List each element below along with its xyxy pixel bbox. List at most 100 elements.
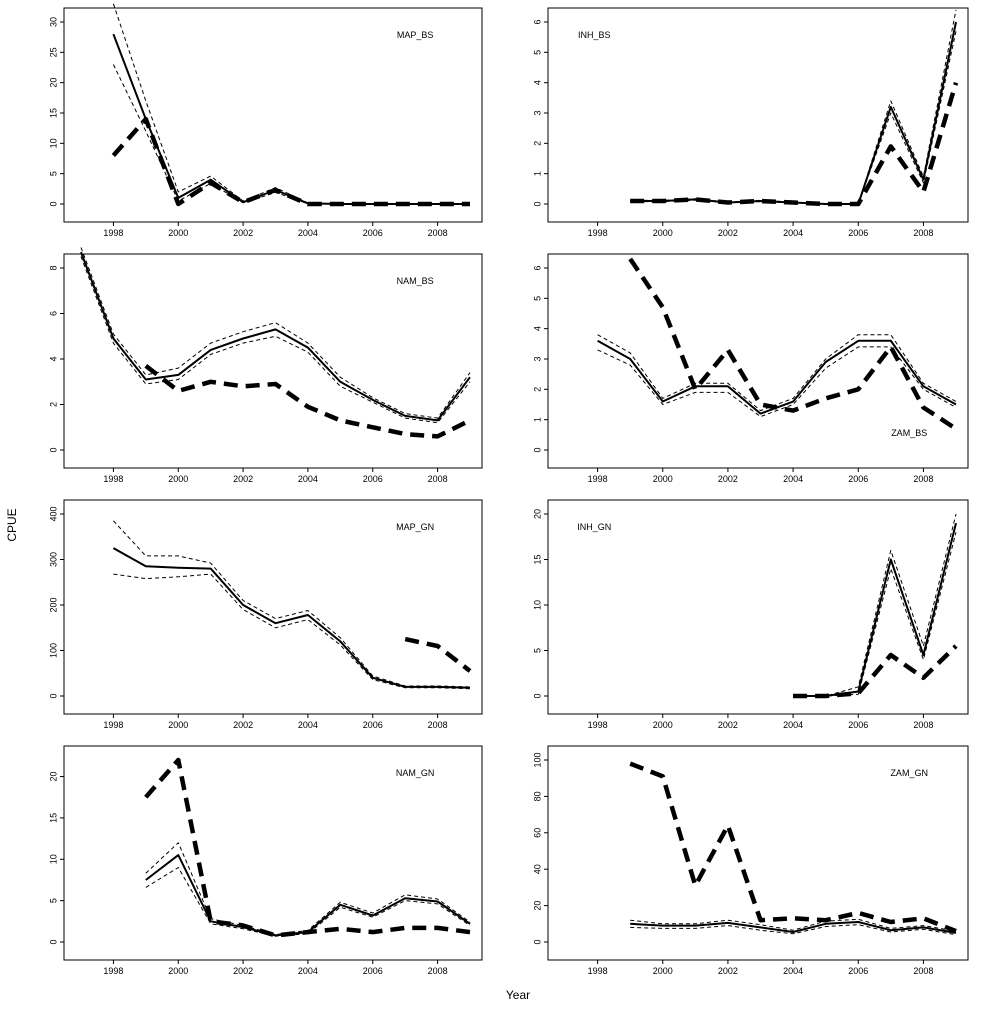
y-tick-label: 3 bbox=[532, 110, 542, 115]
x-tick-label: 2006 bbox=[363, 228, 383, 238]
x-tick-label: 2004 bbox=[298, 720, 318, 730]
y-tick-label: 6 bbox=[48, 311, 58, 316]
x-tick-label: 2008 bbox=[428, 474, 448, 484]
panel-frame bbox=[547, 499, 969, 715]
x-tick-label: 2002 bbox=[718, 966, 738, 976]
x-tick-label: 2002 bbox=[233, 720, 253, 730]
series-line-dashed-thin bbox=[145, 867, 471, 937]
x-tick-label: 2006 bbox=[848, 966, 868, 976]
x-tick-label: 2002 bbox=[718, 474, 738, 484]
x-tick-label: 2004 bbox=[298, 228, 318, 238]
y-tick-label: 10 bbox=[48, 138, 58, 148]
panel-label: MAP_GN bbox=[396, 522, 434, 532]
y-tick-label: 5 bbox=[532, 50, 542, 55]
y-tick-label: 6 bbox=[532, 265, 542, 270]
x-tick-label: 2002 bbox=[718, 228, 738, 238]
x-tick-label: 2008 bbox=[913, 228, 933, 238]
y-tick-label: 100 bbox=[532, 752, 542, 767]
series-line-solid bbox=[630, 21, 957, 205]
x-tick-label: 2006 bbox=[363, 966, 383, 976]
panel-label: ZAM_BS bbox=[891, 428, 927, 438]
y-tick-label: 15 bbox=[48, 813, 58, 823]
series-line-dashed-thin bbox=[112, 3, 470, 205]
y-tick-label: 0 bbox=[48, 939, 58, 944]
y-tick-label: 0 bbox=[532, 447, 542, 452]
x-tick-label: 2002 bbox=[233, 474, 253, 484]
y-tick-label: 400 bbox=[48, 506, 58, 521]
x-tick-label: 2008 bbox=[913, 720, 933, 730]
series-line-dashed-thin bbox=[113, 520, 471, 688]
x-tick-label: 2008 bbox=[913, 966, 933, 976]
series-line-dashed-thin bbox=[630, 9, 957, 205]
panel-zam-bs: 1998 2000 2002 2004 2006 2008 0 1 2 3 4 5 6 ZAM_BS bbox=[532, 253, 969, 484]
series-line-dashed-thick bbox=[111, 116, 470, 207]
x-tick-label: 1998 bbox=[103, 228, 123, 238]
y-tick-label: 80 bbox=[532, 791, 542, 801]
series-line-dashed-thick bbox=[144, 364, 471, 439]
panel-frame bbox=[547, 7, 969, 223]
x-tick-label: 2004 bbox=[783, 228, 803, 238]
y-tick-label: 15 bbox=[48, 108, 58, 118]
x-tick-label: 2004 bbox=[783, 474, 803, 484]
panel-label: ZAM_GN bbox=[890, 768, 928, 778]
y-tick-label: 0 bbox=[48, 693, 58, 698]
panel-label: NAM_GN bbox=[396, 768, 435, 778]
x-tick-label: 2000 bbox=[168, 474, 188, 484]
y-tick-label: 3 bbox=[532, 356, 542, 361]
x-tick-label: 2000 bbox=[653, 474, 673, 484]
x-tick-label: 2008 bbox=[428, 966, 448, 976]
y-tick-label: 0 bbox=[48, 447, 58, 452]
series-line-dashed-thin bbox=[630, 30, 957, 205]
y-tick-label: 25 bbox=[48, 47, 58, 57]
x-tick-label: 1998 bbox=[103, 474, 123, 484]
series-line-dashed-thin bbox=[113, 573, 471, 690]
y-tick-label: 15 bbox=[532, 554, 542, 564]
y-tick-label: 2 bbox=[532, 387, 542, 392]
y-tick-label: 4 bbox=[48, 356, 58, 361]
x-tick-label: 1998 bbox=[103, 966, 123, 976]
panel-frame bbox=[63, 253, 483, 469]
x-tick-label: 2006 bbox=[848, 228, 868, 238]
panel-map-bs: 1998 2000 2002 2004 2006 2008 0 5 10 15 20 25 30 MAP_… bbox=[48, 3, 483, 238]
series-line-dashed-thick bbox=[630, 82, 959, 207]
series-line-solid bbox=[630, 921, 957, 934]
y-tick-label: 2 bbox=[48, 402, 58, 407]
series-line-dashed-thin bbox=[597, 334, 957, 412]
series-line-solid bbox=[80, 251, 471, 422]
y-tick-label: 40 bbox=[532, 864, 542, 874]
series-line-dashed-thin bbox=[793, 513, 957, 697]
panel-zam-gn: 1998 2000 2002 2004 2006 2008 0 20 40 60 80 100 ZAM_… bbox=[532, 745, 969, 976]
y-tick-label: 1 bbox=[532, 417, 542, 422]
y-tick-label: 20 bbox=[48, 78, 58, 88]
x-tick-label: 2008 bbox=[428, 720, 448, 730]
x-tick-label: 1998 bbox=[103, 720, 123, 730]
series-line-solid bbox=[597, 339, 957, 415]
y-tick-label: 20 bbox=[48, 772, 58, 782]
x-axis-title: Year bbox=[506, 988, 530, 1002]
y-tick-label: 1 bbox=[532, 171, 542, 176]
panel-label: INH_GN bbox=[577, 522, 611, 532]
x-tick-label: 2000 bbox=[168, 720, 188, 730]
x-tick-label: 1998 bbox=[588, 966, 608, 976]
panel-label: MAP_BS bbox=[397, 30, 434, 40]
x-tick-label: 2006 bbox=[848, 720, 868, 730]
y-tick-label: 0 bbox=[532, 939, 542, 944]
y-tick-label: 0 bbox=[532, 201, 542, 206]
panels-group: 1998 2000 2002 2004 2006 2008051015202530MAP_… bbox=[48, 3, 969, 976]
series-line-dashed-thick bbox=[628, 257, 958, 431]
panel-label: NAM_BS bbox=[397, 276, 434, 286]
y-tick-label: 5 bbox=[48, 898, 58, 903]
x-tick-label: 1998 bbox=[588, 228, 608, 238]
y-tick-label: 8 bbox=[48, 265, 58, 270]
x-tick-label: 2008 bbox=[913, 474, 933, 484]
panel-frame bbox=[63, 7, 483, 223]
panel-frame bbox=[63, 745, 483, 961]
y-tick-label: 4 bbox=[532, 326, 542, 331]
x-tick-label: 2004 bbox=[783, 966, 803, 976]
y-tick-label: 20 bbox=[532, 509, 542, 519]
y-tick-label: 60 bbox=[532, 828, 542, 838]
x-tick-label: 2002 bbox=[233, 966, 253, 976]
y-tick-label: 5 bbox=[48, 171, 58, 176]
x-tick-label: 1998 bbox=[588, 474, 608, 484]
